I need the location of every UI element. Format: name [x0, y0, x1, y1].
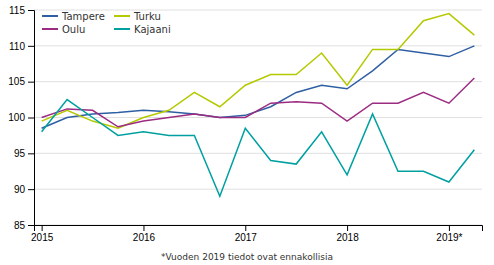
- y-tick-label: 95: [14, 148, 26, 159]
- y-tick-label: 90: [14, 184, 26, 195]
- grid: [34, 10, 482, 225]
- y-tick-label: 105: [8, 76, 25, 87]
- x-axis-line: [35, 226, 483, 232]
- y-tick: 85: [14, 220, 34, 231]
- series-line: [42, 14, 475, 129]
- series-line: [42, 100, 475, 197]
- x-tick-mark: [347, 225, 348, 231]
- footnote: *Vuoden 2019 tiedot ovat ennakollisia: [161, 252, 333, 262]
- legend-item: Kajaani: [114, 24, 171, 35]
- legend-swatch: [114, 28, 130, 30]
- grid-line: [34, 81, 482, 82]
- lines: [42, 14, 475, 197]
- grid-line: [34, 153, 482, 154]
- x-axis: 2015 2016 2017 2018 2019*: [31, 225, 482, 243]
- y-tick-label: 85: [14, 220, 26, 231]
- legend-item: Oulu: [42, 24, 85, 35]
- y-tick-label: 115: [9, 5, 25, 16]
- legend: Tampere Turku Oulu Kajaani: [42, 11, 171, 35]
- x-tick-label: 2015: [31, 232, 54, 243]
- legend-swatch: [42, 28, 58, 30]
- y-tick-mark: [28, 46, 34, 47]
- grid-line: [34, 45, 482, 46]
- series-line: [42, 78, 475, 127]
- y-tick-mark: [28, 153, 34, 154]
- series-line: [42, 46, 475, 128]
- y-axis-line: [28, 11, 35, 226]
- legend-label: Oulu: [62, 24, 85, 35]
- x-tick-label: 2019*: [436, 232, 462, 243]
- x-tick: 2018: [336, 225, 359, 243]
- plot: 85 90 95 100 105 110 115 2015 2016 2017 2018 2019* T…: [8, 5, 482, 243]
- x-tick: 2019*: [436, 225, 462, 243]
- x-tick-label: 2017: [235, 232, 258, 243]
- x-tick: 2016: [133, 225, 156, 243]
- legend-item: Turku: [114, 11, 161, 22]
- x-tick-mark: [449, 225, 450, 231]
- legend-label: Tampere: [61, 11, 105, 22]
- x-tick: 2015: [31, 225, 54, 243]
- legend-swatch: [42, 15, 58, 17]
- y-tick-label: 110: [9, 41, 25, 52]
- y-tick-mark: [28, 118, 34, 119]
- y-tick-label: 100: [8, 112, 25, 123]
- y-tick-mark: [28, 82, 34, 83]
- y-tick: 115: [9, 5, 34, 16]
- legend-swatch: [114, 15, 130, 17]
- x-tick-label: 2016: [133, 232, 156, 243]
- legend-label: Turku: [133, 11, 161, 22]
- y-tick: 90: [14, 184, 34, 195]
- legend-label: Kajaani: [134, 24, 171, 35]
- x-tick: 2017: [235, 225, 258, 243]
- y-tick: 105: [8, 76, 34, 87]
- x-tick-label: 2018: [336, 232, 359, 243]
- y-tick-mark: [28, 225, 34, 226]
- x-tick-mark: [245, 225, 246, 231]
- y-tick-mark: [28, 10, 34, 11]
- y-axis: 85 90 95 100 105 110 115: [8, 5, 34, 231]
- y-tick: 100: [8, 112, 34, 123]
- x-tick-mark: [42, 225, 43, 231]
- y-tick: 95: [14, 148, 34, 159]
- x-tick-mark: [143, 225, 144, 231]
- grid-line: [34, 189, 482, 190]
- y-tick: 110: [9, 41, 34, 52]
- y-tick-mark: [28, 189, 34, 190]
- legend-item: Tampere: [42, 11, 105, 22]
- chart: 85 90 95 100 105 110 115 2015 2016 2017 2018 2019* T…: [0, 0, 494, 265]
- grid-line: [34, 117, 482, 118]
